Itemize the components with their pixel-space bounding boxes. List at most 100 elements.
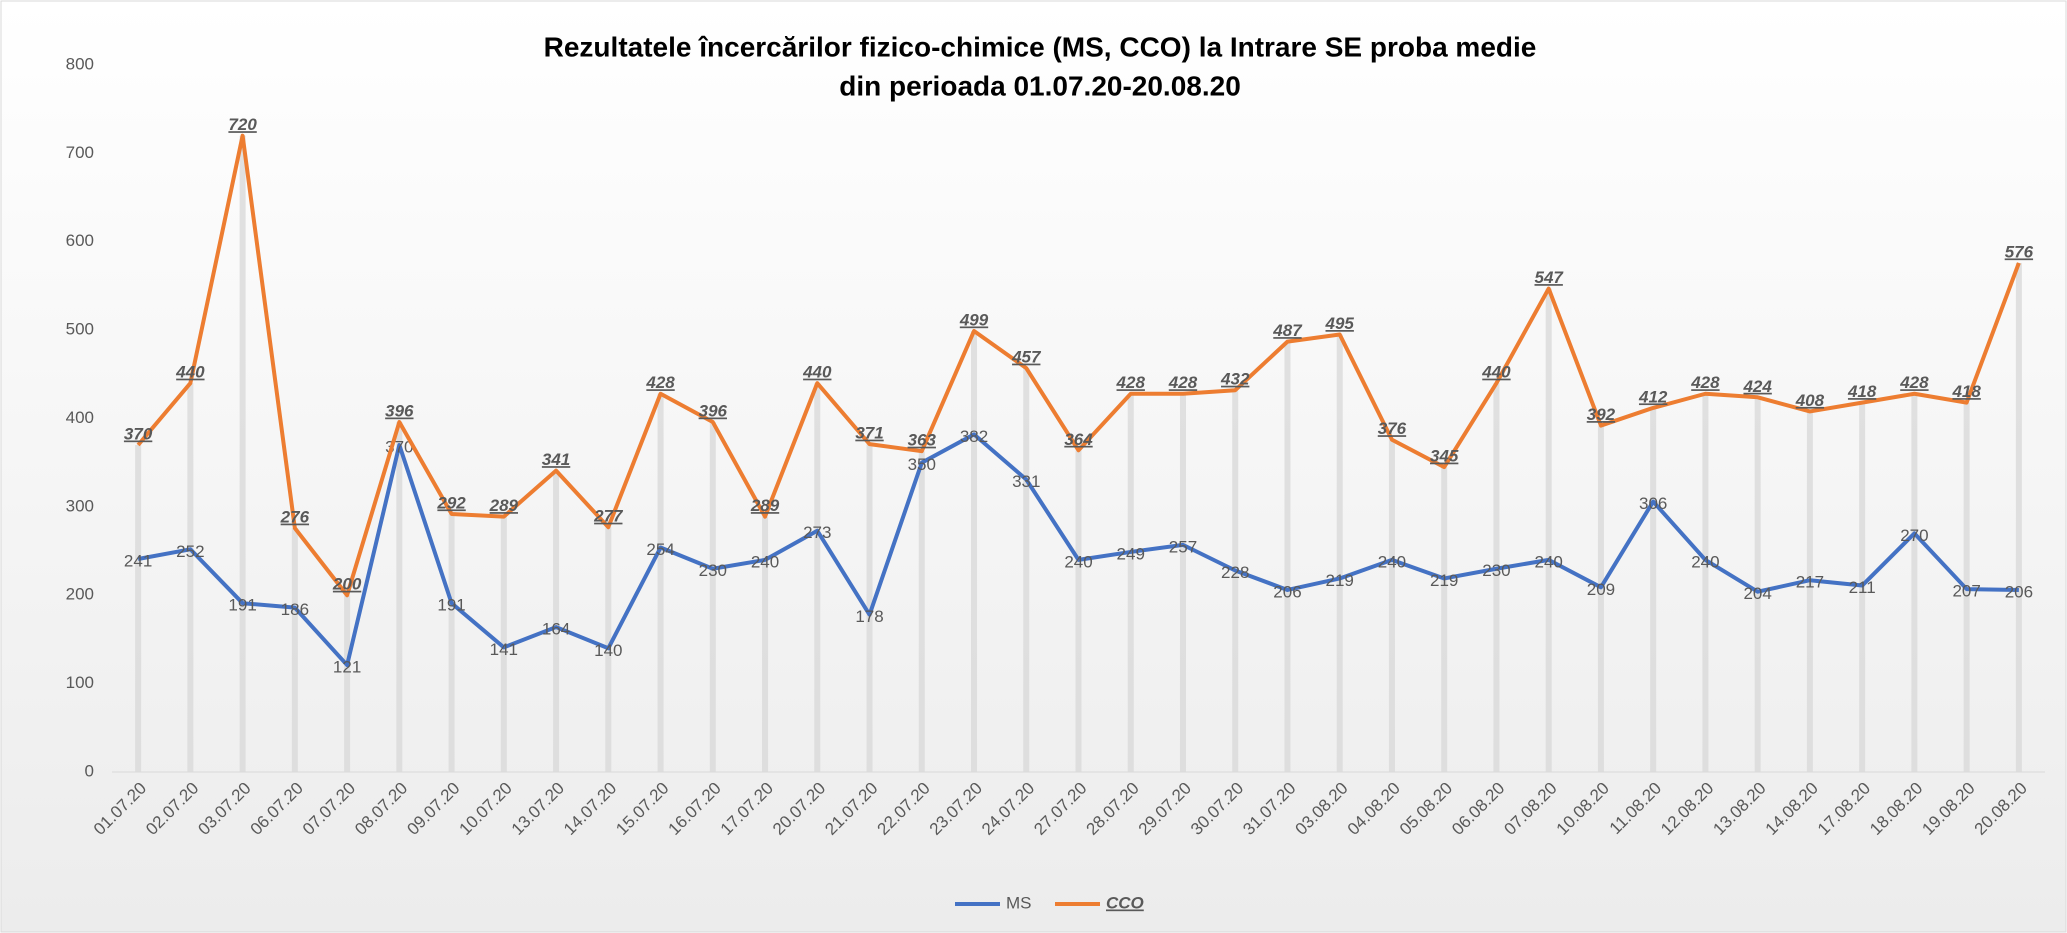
data-label: 191	[228, 596, 256, 615]
drop-line	[1284, 341, 1291, 772]
data-label: 424	[1742, 377, 1772, 396]
chart-title: Rezultatele încercărilor fizico-chimice …	[544, 31, 1537, 62]
drop-line	[1702, 393, 1709, 772]
y-tick-label: 400	[66, 408, 94, 427]
data-label: 164	[542, 620, 570, 639]
data-label: 499	[959, 310, 989, 329]
data-label: 240	[1378, 552, 1406, 571]
data-label: 341	[542, 450, 570, 469]
data-label: 206	[2005, 582, 2033, 601]
drop-line	[291, 528, 298, 772]
drop-line	[1388, 439, 1395, 772]
drop-line	[866, 444, 873, 772]
data-label: 270	[1900, 526, 1928, 545]
drop-line	[918, 451, 925, 772]
data-label: 200	[332, 575, 362, 594]
drop-line	[344, 595, 351, 772]
data-label: 217	[1796, 573, 1824, 592]
y-tick-label: 300	[66, 496, 94, 515]
data-label: 418	[1951, 382, 1981, 401]
data-label: 289	[750, 496, 780, 515]
legend-label: MS	[1006, 893, 1032, 912]
drop-line	[657, 393, 664, 772]
data-label: 364	[1064, 430, 1093, 449]
data-label: 252	[176, 542, 204, 561]
drop-line	[1493, 383, 1500, 772]
data-label: 440	[1481, 363, 1511, 382]
data-label: 191	[437, 596, 465, 615]
data-label: 720	[228, 115, 257, 134]
y-tick-label: 500	[66, 320, 94, 339]
data-label: 457	[1011, 348, 1042, 367]
data-label: 240	[751, 552, 779, 571]
y-tick-label: 600	[66, 231, 94, 250]
drop-line	[448, 513, 455, 772]
data-label: 363	[908, 431, 937, 450]
data-label: 211	[1849, 578, 1876, 597]
data-label: 240	[1691, 552, 1719, 571]
drop-line	[1336, 334, 1343, 772]
drop-line	[1232, 390, 1239, 772]
data-label: 209	[1587, 580, 1615, 599]
data-label: 487	[1272, 321, 1303, 340]
drop-line	[1911, 393, 1918, 772]
data-label: 178	[855, 607, 883, 626]
drop-line	[1754, 397, 1761, 772]
data-label: 392	[1587, 405, 1616, 424]
drop-line	[239, 135, 246, 772]
data-label: 495	[1325, 314, 1355, 333]
data-label: 350	[908, 455, 936, 474]
data-label: 396	[699, 402, 728, 421]
legend-label: CCO	[1106, 893, 1144, 912]
data-label: 428	[1899, 373, 1929, 392]
data-label: 230	[699, 561, 727, 580]
y-tick-label: 100	[66, 673, 94, 692]
drop-line	[1441, 467, 1448, 772]
data-label: 257	[1169, 537, 1197, 556]
data-label: 141	[490, 640, 518, 659]
data-label: 408	[1795, 391, 1825, 410]
data-label: 428	[1690, 373, 1720, 392]
data-label: 292	[436, 493, 466, 512]
drop-line	[135, 445, 142, 772]
drop-line	[396, 422, 403, 772]
data-label: 240	[1535, 552, 1563, 571]
data-label: 186	[281, 600, 309, 619]
drop-line	[709, 422, 716, 772]
data-label: 206	[1273, 582, 1301, 601]
drop-line	[1075, 450, 1082, 772]
data-label: 428	[1168, 373, 1198, 392]
data-label: 382	[960, 427, 988, 446]
data-label: 240	[1064, 552, 1092, 571]
data-label: 371	[855, 424, 883, 443]
data-label: 376	[1378, 419, 1407, 438]
chart-title: din perioada 01.07.20-20.08.20	[839, 70, 1241, 101]
drop-line	[500, 516, 507, 772]
y-tick-label: 800	[66, 54, 94, 73]
data-label: 230	[1482, 561, 1510, 580]
data-label: 140	[594, 641, 622, 660]
y-tick-label: 0	[85, 761, 94, 780]
drop-line	[1179, 393, 1186, 772]
y-tick-label: 200	[66, 585, 94, 604]
data-label: 331	[1012, 472, 1040, 491]
data-label: 121	[333, 658, 361, 677]
drop-line	[2015, 262, 2022, 772]
data-label: 219	[1430, 571, 1458, 590]
data-label: 228	[1221, 563, 1249, 582]
data-label: 219	[1326, 571, 1354, 590]
data-label: 428	[645, 373, 675, 392]
line	[136, 133, 2021, 598]
data-label: 207	[1952, 582, 1980, 601]
data-label: 289	[489, 496, 519, 515]
data-label: 249	[1117, 544, 1145, 563]
y-tick-label: 700	[66, 143, 94, 162]
drop-line	[1127, 393, 1134, 772]
data-label: 276	[280, 508, 310, 527]
data-label: 241	[124, 552, 152, 571]
data-label: 396	[385, 402, 414, 421]
data-label: 576	[2005, 242, 2034, 261]
data-label: 345	[1430, 447, 1459, 466]
